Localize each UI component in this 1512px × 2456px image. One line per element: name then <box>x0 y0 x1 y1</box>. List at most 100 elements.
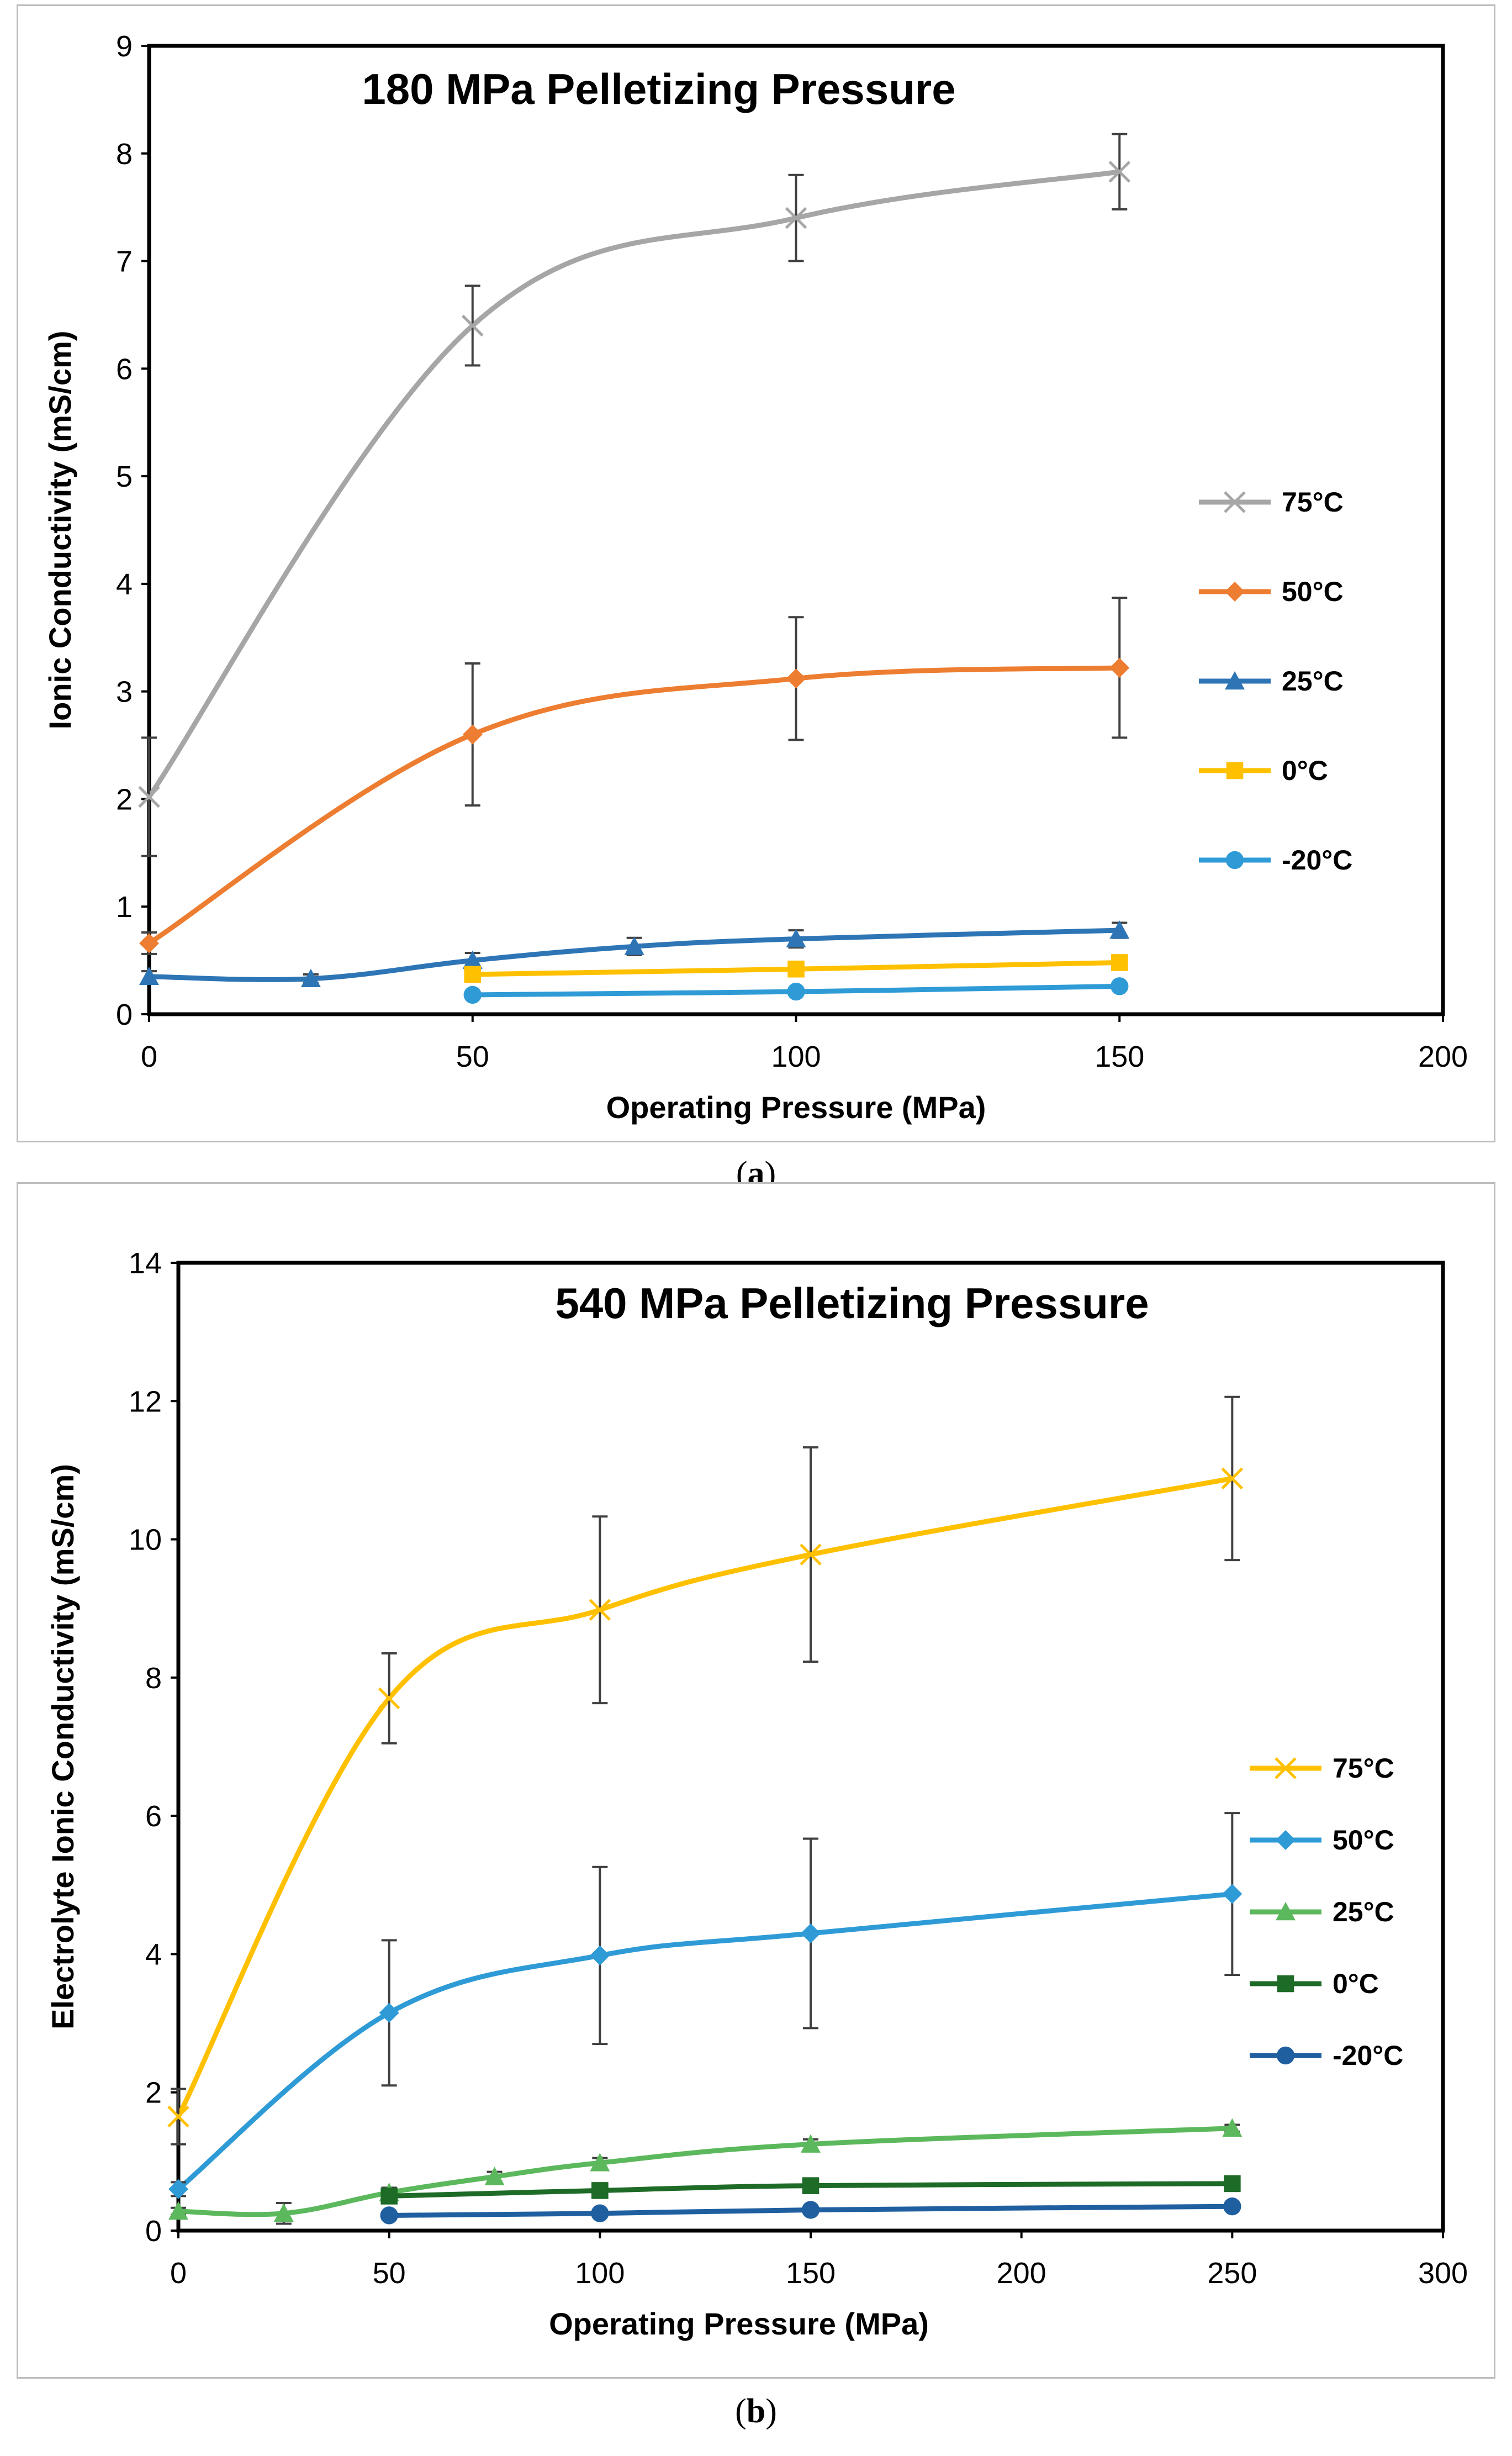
chart-a-xtick-label: 50 <box>456 1040 489 1073</box>
chart-b-x-axis-label: Operating Pressure (MPa) <box>549 2306 929 2341</box>
chart-a-y-axis-label: Ionic Conductivity (mS/cm) <box>43 331 77 730</box>
chart-b-data-point <box>380 2206 398 2225</box>
chart-b-data-point <box>1222 1884 1243 1904</box>
chart-a-ytick-label: 0 <box>116 998 133 1031</box>
chart-b-data-point <box>168 2201 188 2220</box>
chart-a-ytick-label: 8 <box>116 138 133 171</box>
chart-b-data-point <box>1224 2175 1241 2193</box>
chart-b-series-1 <box>168 1812 1243 2199</box>
chart-a-data-point <box>463 985 482 1004</box>
chart-b-legend-label: 50°C <box>1333 1825 1394 1856</box>
chart-b-plot-frame <box>176 1261 1445 2233</box>
chart-a-xtick-label: 200 <box>1418 1040 1468 1073</box>
chart-b-series-line <box>389 2181 1233 2199</box>
chart-a-legend-label: 50°C <box>1282 576 1344 607</box>
chart-a-data-point <box>139 933 159 953</box>
chart-b-data-point <box>167 2105 189 2128</box>
chart-a-legend-label: 25°C <box>1282 666 1344 697</box>
chart-a-legend-item: 0°C <box>1199 755 1328 786</box>
chart-b-ytick-label: 2 <box>145 2076 162 2110</box>
chart-b-data-point <box>590 2153 610 2172</box>
chart-a-data-point <box>786 668 806 689</box>
chart-b-xtick-label: 100 <box>575 2257 625 2290</box>
chart-a-data-point <box>464 966 482 983</box>
chart-b-legend-label: 0°C <box>1333 1968 1379 1999</box>
chart-b-data-point <box>484 2167 505 2185</box>
chart-a-data-point <box>787 960 805 978</box>
chart-b-series-3 <box>380 2175 1241 2205</box>
chart-a-legend-marker <box>1224 491 1246 513</box>
chart-b-ytick-label: 4 <box>145 1938 162 1971</box>
chart-panel-a: 0 1 2 3 4 5 6 7 8 9 0 50 100 150 200 Operating Pressure… <box>17 4 1495 1142</box>
chart-a-ytick-label: 4 <box>116 568 133 601</box>
chart-a-series-1 <box>139 597 1130 955</box>
chart-a-ytick-label: 9 <box>116 30 133 63</box>
chart-b-ytick-label: 14 <box>129 1247 162 1280</box>
chart-b-legend-item: 50°C <box>1250 1825 1394 1856</box>
chart-a-data-point <box>786 929 806 947</box>
chart-a-data-point <box>462 950 483 969</box>
chart-b-xtick-label: 200 <box>997 2257 1046 2290</box>
chart-b-chart-title: 540 MPa Pelletizing Pressure <box>555 1279 1149 1327</box>
chart-a-xtick-label: 0 <box>141 1040 157 1073</box>
chart-b-data-point <box>591 2182 609 2199</box>
chart-b-legend-item: 0°C <box>1250 1968 1379 1999</box>
chart-a-data-point <box>1111 954 1128 971</box>
chart-a-legend-label: 75°C <box>1282 487 1344 518</box>
chart-b-xtick-label: 150 <box>786 2257 836 2290</box>
chart-b-data-point <box>273 2203 294 2222</box>
chart-a-legend-label: 0°C <box>1282 755 1328 786</box>
chart-a-series-3 <box>464 954 1128 983</box>
chart-a-ytick-label: 7 <box>116 245 133 278</box>
chart-a-xtick-label: 150 <box>1095 1040 1144 1073</box>
chart-a-svg: 0 1 2 3 4 5 6 7 8 9 0 50 100 150 200 Operating Pressure… <box>43 30 1468 1125</box>
chart-a-x-axis-label: Operating Pressure (MPa) <box>606 1090 986 1125</box>
chart-a-ytick-label: 6 <box>116 352 133 386</box>
chart-b-data-point <box>591 2204 609 2222</box>
chart-a-data-point <box>787 982 805 1001</box>
chart-a-legend-item: -20°C <box>1199 845 1352 876</box>
chart-b-y-axis-label: Electrolyte Ionic Conductivity (mS/cm) <box>45 1464 80 2030</box>
chart-a-data-point <box>139 966 159 985</box>
chart-a-data-point <box>300 968 321 988</box>
chart-a-data-point <box>138 786 160 808</box>
chart-b-data-point <box>801 2134 821 2153</box>
chart-b-series-0 <box>167 1395 1244 2146</box>
chart-b-data-point <box>801 1923 821 1943</box>
chart-a-data-point <box>462 724 483 745</box>
chart-b-svg: 0 2 4 6 8 10 12 14 0 50 100 150 200 250 300 Operating P… <box>45 1247 1468 2341</box>
chart-a-data-point <box>1109 657 1130 678</box>
chart-a-ytick-label: 1 <box>116 890 133 924</box>
chart-a-legend-item: 75°C <box>1199 487 1344 518</box>
chart-a-chart-title: 180 MPa Pelletizing Pressure <box>362 65 955 113</box>
chart-a-data-point <box>461 314 484 337</box>
chart-a-legend-label: -20°C <box>1282 845 1352 876</box>
chart-b-legend-label: -20°C <box>1333 2040 1403 2071</box>
chart-b-legend-item: 75°C <box>1250 1753 1394 1784</box>
chart-b-xtick-label: 250 <box>1207 2257 1257 2290</box>
chart-a-legend-marker <box>1226 762 1244 779</box>
chart-b-legend-label: 25°C <box>1333 1896 1394 1927</box>
chart-b-data-point <box>1221 1467 1244 1490</box>
chart-b-legend-item: 25°C <box>1250 1896 1394 1927</box>
chart-b-data-point <box>589 1599 611 1621</box>
chart-b-legend-marker <box>1276 2046 1295 2065</box>
chart-a-xtick-label: 100 <box>771 1040 821 1073</box>
chart-b-data-point <box>379 2002 399 2023</box>
chart-a-legend-marker <box>1225 582 1245 602</box>
chart-b-legend-marker <box>1275 1757 1297 1779</box>
chart-b-data-point <box>378 1687 400 1710</box>
chart-a-legend-item: 50°C <box>1199 576 1344 607</box>
caption-b: (b) <box>735 2392 777 2430</box>
chart-b-series-line <box>178 2126 1233 2217</box>
chart-a-data-point <box>1111 977 1129 995</box>
chart-b-xtick-label: 300 <box>1418 2257 1468 2290</box>
chart-b-data-point <box>590 1945 610 1965</box>
chart-b-data-point <box>802 2177 820 2194</box>
chart-b-ytick-label: 0 <box>145 2215 162 2248</box>
chart-panel-b: 0 2 4 6 8 10 12 14 0 50 100 150 200 250 300 Operating P… <box>17 1182 1495 2379</box>
chart-b-data-point <box>801 2201 820 2219</box>
chart-b-ytick-label: 6 <box>145 1800 162 1833</box>
caption-b-letter: b <box>746 2392 766 2430</box>
chart-b-data-point <box>168 2179 188 2199</box>
